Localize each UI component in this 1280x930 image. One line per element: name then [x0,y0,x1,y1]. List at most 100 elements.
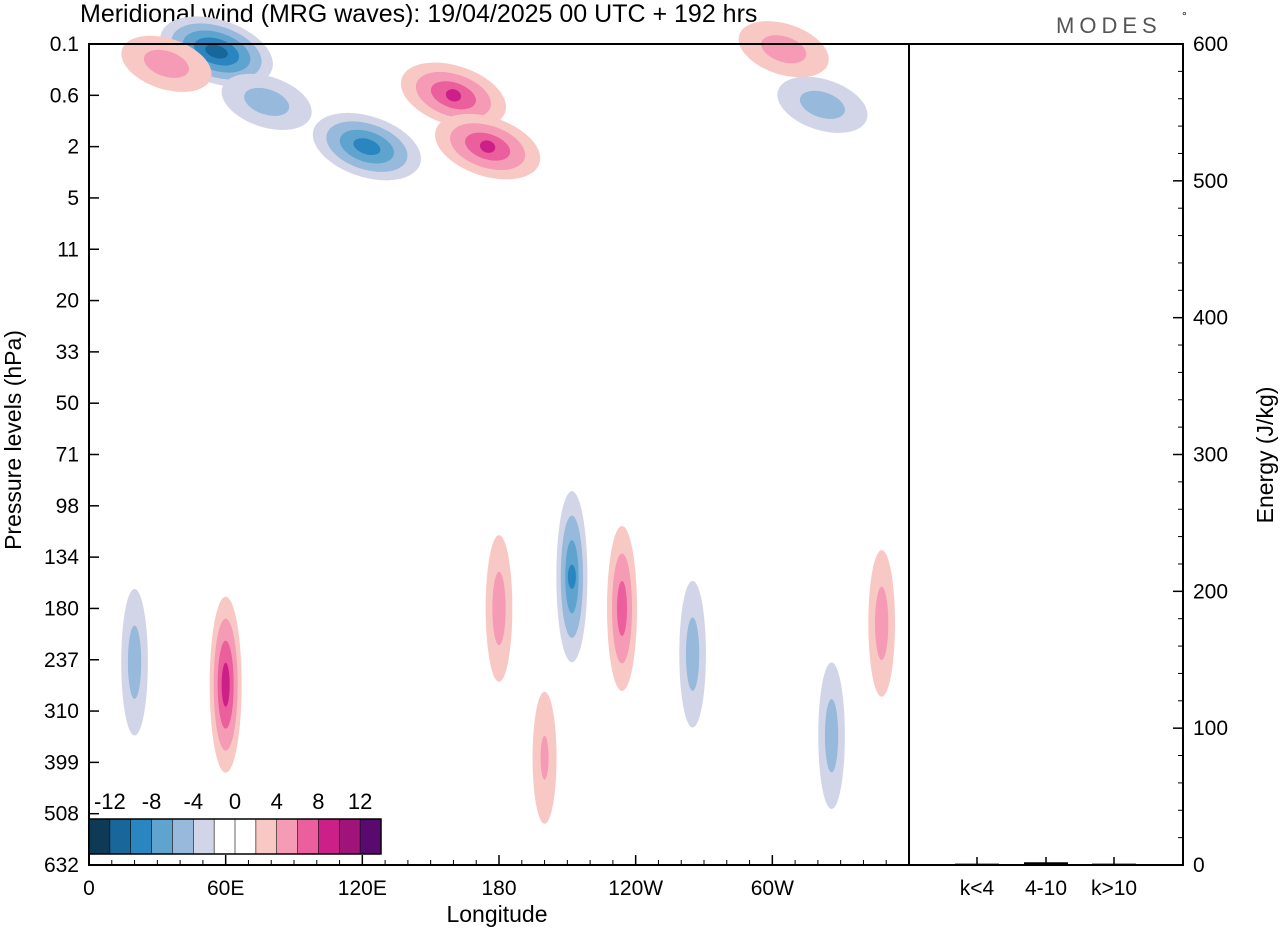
x-tick-label: 120E [338,877,387,900]
colorbar-swatch [172,819,194,854]
brand-logo-text: MODES [1056,13,1162,38]
contour-feature [221,73,312,130]
energy-panel-frame [908,43,1184,866]
energy-axis-label: Energy (J/kg) [1252,387,1278,524]
contour-band [799,90,845,119]
y-tick-label: 0.6 [50,84,79,107]
colorbar-swatch [235,819,256,854]
y-tick-label: 33 [56,341,79,364]
y-axis-label: Pressure levels (hPa) [0,330,26,550]
contour-feature [121,588,148,736]
y-tick-label: 50 [56,392,79,415]
colorbar-swatch [193,819,215,854]
energy-axis-ticks: 0 100 200 300 400 500 600 [1173,33,1228,877]
contour-feature [121,35,212,92]
colorbar: -12 -8 -4 0 4 8 12 [88,789,382,855]
y-tick-label: 508 [44,803,79,826]
x-tick-label: 180 [481,877,516,900]
contour-feature [435,113,541,180]
contour-band [617,580,627,636]
x-tick-label: 120W [608,877,663,900]
contour-feature [777,76,868,133]
contour-feature [312,112,421,181]
energy-tick-label: 0 [1193,854,1205,877]
contour-band [353,138,381,156]
colorbar-label: -12 [94,789,126,814]
contour-feature [679,580,706,728]
colorbar-label: -8 [142,789,162,814]
contour-field [121,16,896,824]
contour-band [143,49,189,78]
contour-feature [532,691,557,824]
y-tick-label: 399 [44,751,79,774]
colorbar-swatch [255,819,277,854]
contour-band [244,87,290,116]
y-tick-label: 5 [67,187,79,210]
contour-band [875,586,889,661]
contour-feature [607,525,637,691]
energy-tick-label: 400 [1193,307,1228,330]
x-axis-label: Longitude [446,901,547,927]
contour-band [205,44,228,59]
y-tick-label: 632 [44,854,79,877]
colorbar-swatch [109,819,131,854]
y-tick-label: 2 [67,136,79,159]
colorbar-swatch [297,819,319,854]
contour-band [540,735,549,780]
contour-feature [485,535,513,682]
y-tick-label: 20 [56,290,79,313]
colorbar-label: -4 [184,789,204,814]
colorbar-label: 8 [312,789,324,814]
colorbar-label: 4 [271,789,283,814]
contour-band [127,625,142,699]
colorbar-swatch [151,819,173,854]
energy-categories: k<4 4-10 k>10 [960,857,1137,900]
x-axis-ticks: 0 60E 120E 180 120W 60W [83,855,887,900]
contour-band [761,35,807,64]
energy-category-label: k>10 [1091,877,1137,900]
contour-band [445,89,462,102]
contour-band [824,699,839,773]
colorbar-swatch [89,819,110,854]
x-tick-label: 60W [751,877,794,900]
y-tick-label: 134 [44,546,79,569]
y-tick-label: 180 [44,597,79,620]
y-axis-ticks: 0.1 0.6 2 5 11 20 33 50 71 98 134 180 237 310 399 508 63… [44,33,99,877]
contour-band [221,662,230,707]
x-tick-label: 60E [207,877,244,900]
brand-mark: ° [1182,9,1187,23]
y-tick-label: 98 [56,495,79,518]
colorbar-label: 12 [348,789,372,814]
contour-feature [400,62,507,129]
energy-tick-label: 500 [1193,170,1228,193]
y-tick-label: 310 [44,700,79,723]
colorbar-swatch [276,819,298,854]
colorbar-swatch [339,819,361,854]
colorbar-swatch [130,819,152,854]
x-tick-label: 0 [83,877,95,900]
contour-band [685,617,700,691]
contour-band [492,571,506,646]
energy-category-label: 4-10 [1025,877,1067,900]
contour-band [479,140,496,153]
contour-feature [209,596,242,773]
energy-tick-label: 300 [1193,444,1228,467]
colorbar-swatch [318,819,340,854]
contour-feature [738,21,829,78]
colorbar-label: 0 [229,789,241,814]
y-tick-label: 0.1 [50,33,79,56]
y-tick-label: 237 [44,649,79,672]
energy-tick-label: 600 [1193,33,1228,56]
colorbar-swatch [360,819,381,854]
y-tick-label: 11 [57,238,79,261]
energy-category-label: k<4 [960,877,995,900]
contour-feature [818,662,845,810]
energy-tick-label: 200 [1193,580,1228,603]
colorbar-swatch [214,819,235,854]
energy-tick-label: 100 [1193,717,1228,740]
contour-feature [556,491,588,663]
y-tick-label: 71 [56,444,79,467]
contour-band [567,564,576,589]
contour-feature [868,550,896,697]
